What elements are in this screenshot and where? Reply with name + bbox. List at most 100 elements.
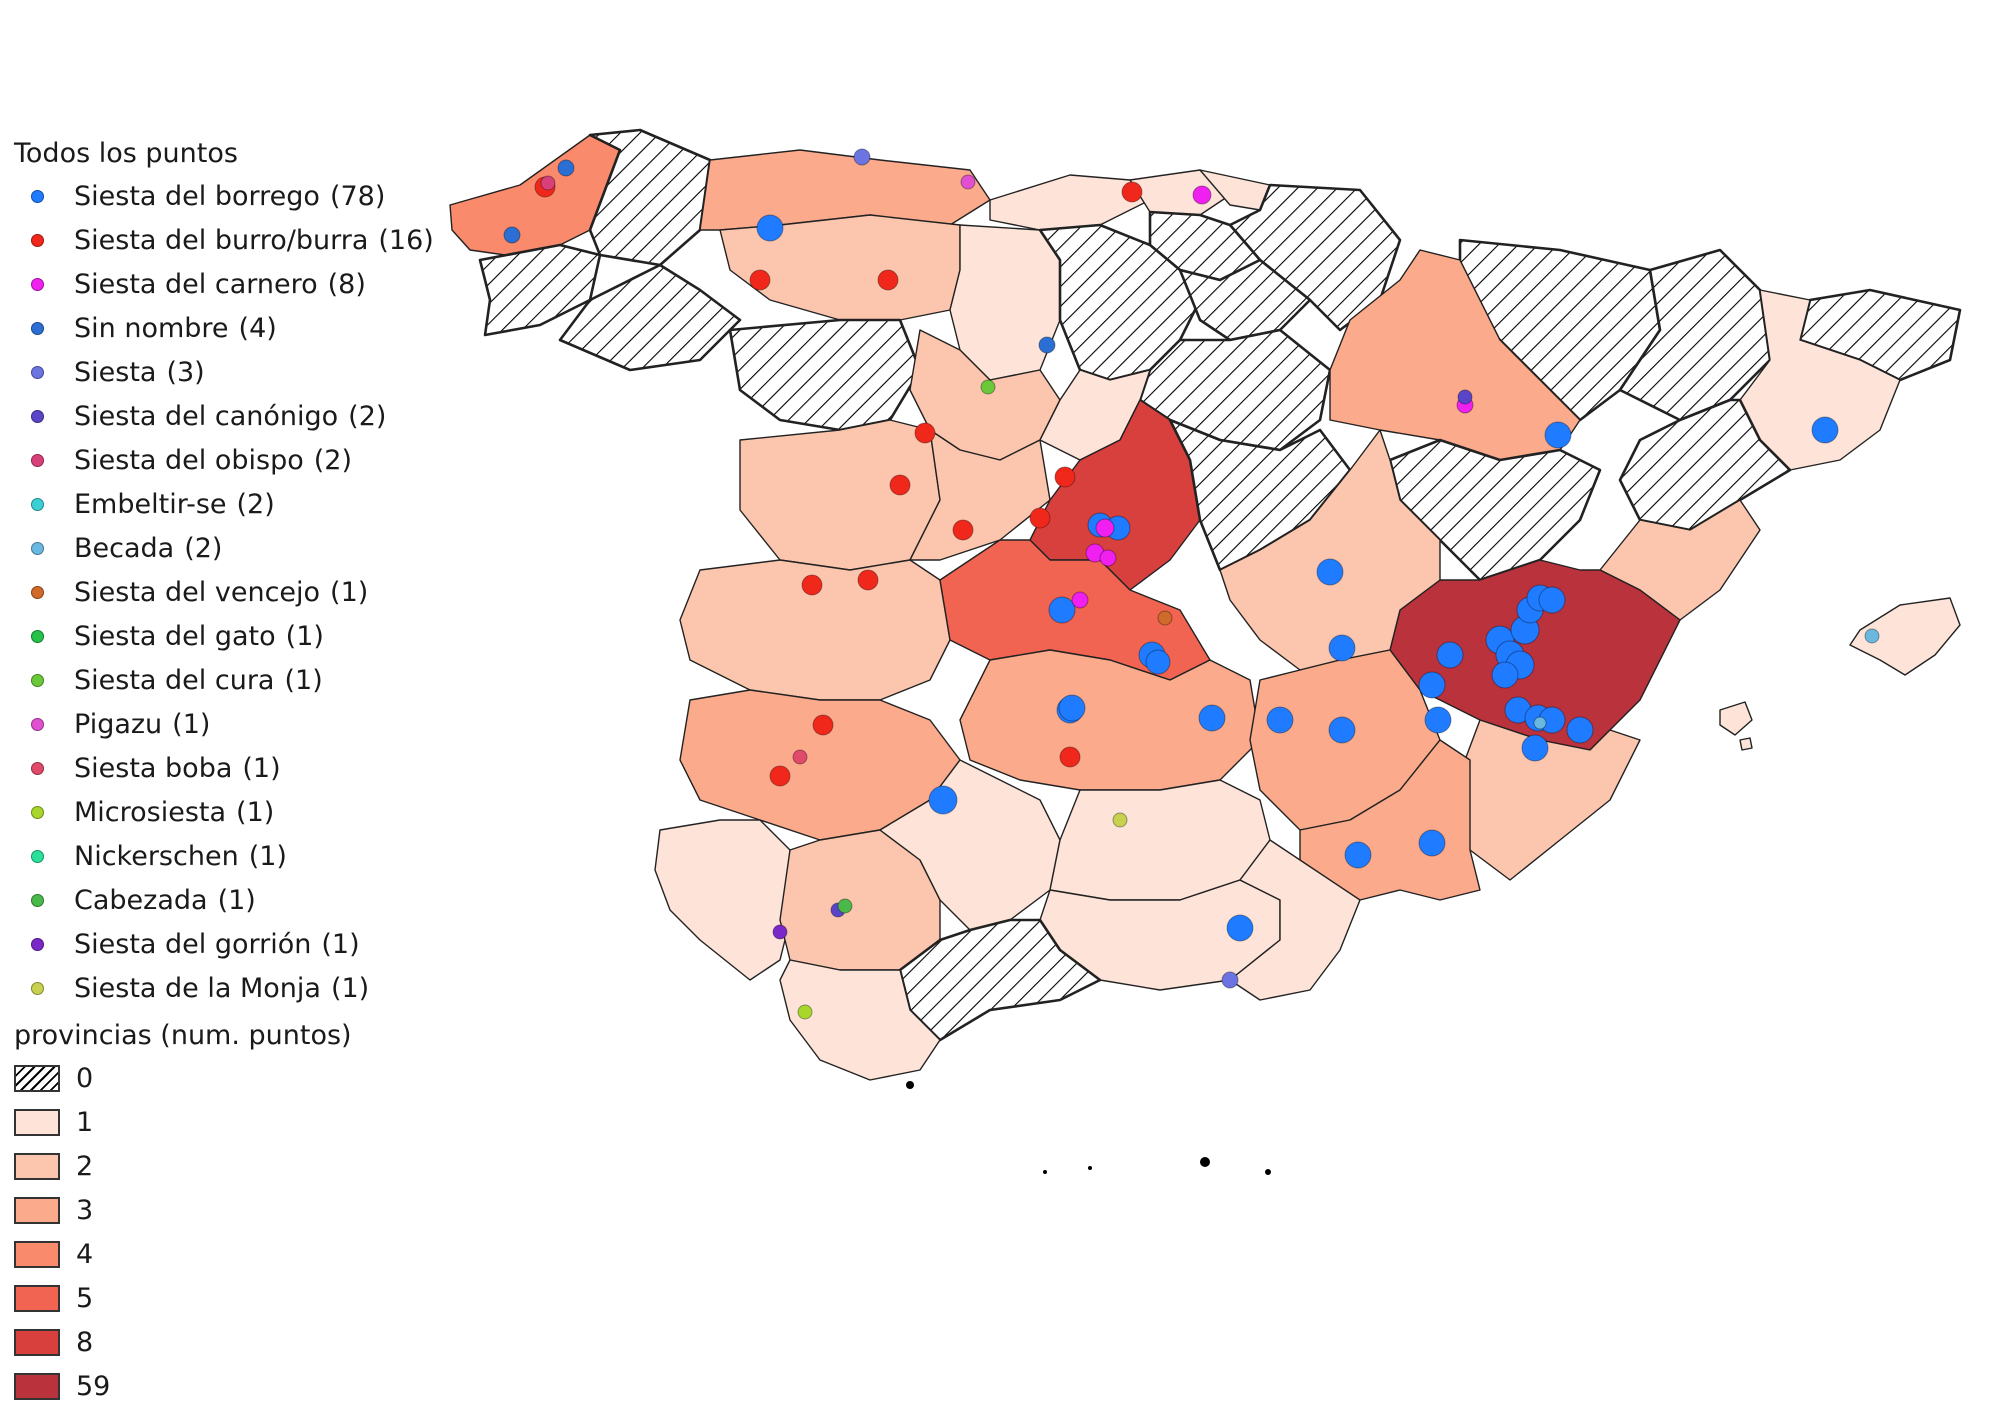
point-siesta-del-borrego bbox=[928, 785, 958, 815]
legend-item: Nickerschen (1) bbox=[14, 834, 454, 878]
legend-swatch-icon bbox=[14, 1108, 60, 1136]
legend-item: Siesta del carnero (8) bbox=[14, 262, 454, 306]
provinces-legend-title: provincias (num. puntos) bbox=[14, 1020, 352, 1051]
province-avila bbox=[909, 429, 1051, 561]
province-cadiz bbox=[779, 959, 941, 1081]
point-siesta-del-burro bbox=[769, 765, 791, 787]
point-siesta-del-borrego bbox=[1266, 706, 1294, 734]
point-siesta-del-gorrion bbox=[772, 924, 788, 940]
legend-item-count: (1) bbox=[217, 884, 256, 916]
points-legend-title: Todos los puntos bbox=[14, 138, 238, 169]
point-siesta-del-borrego bbox=[1424, 706, 1452, 734]
point-pigazu bbox=[960, 174, 976, 190]
point-siesta-del-burro bbox=[877, 269, 899, 291]
island-formentera bbox=[1739, 737, 1753, 751]
legend-swatch-icon bbox=[14, 1372, 60, 1400]
legend-item-count: (1) bbox=[321, 928, 360, 960]
point-sin-nombre bbox=[557, 159, 575, 177]
point-siesta-del-carnero bbox=[1099, 549, 1117, 567]
point-siesta-del-borrego bbox=[1811, 416, 1839, 444]
legend-class: 1 bbox=[14, 1100, 454, 1144]
legend-swatch-icon bbox=[14, 1064, 60, 1092]
point-siesta-del-burro bbox=[1059, 746, 1081, 768]
point-siesta-del-borrego bbox=[1566, 716, 1594, 744]
provinces-legend: 0 1 2 3 4 5 8 59 bbox=[14, 1056, 454, 1408]
legend-item: Microsiesta (1) bbox=[14, 790, 454, 834]
legend-item-label: Siesta de la Monja bbox=[74, 972, 321, 1004]
legend-dot-icon bbox=[31, 277, 44, 291]
point-siesta-del-borrego bbox=[1058, 694, 1086, 722]
legend-dot-icon bbox=[31, 409, 44, 423]
legend-dot-icon bbox=[31, 541, 44, 555]
legend-item-count: (8) bbox=[327, 268, 366, 300]
legend-class-label: 8 bbox=[76, 1326, 94, 1358]
legend-item: Siesta del gato (1) bbox=[14, 614, 454, 658]
legend-item-count: (3) bbox=[166, 356, 205, 388]
point-siesta-del-borrego bbox=[1436, 641, 1464, 669]
legend-dot-icon bbox=[31, 453, 44, 467]
legend-item-count: (2) bbox=[236, 488, 275, 520]
legend-item: Siesta del burro/burra (16) bbox=[14, 218, 454, 262]
point-siesta-del-burro bbox=[749, 269, 771, 291]
province-la-rioja bbox=[1178, 258, 1312, 342]
legend-item-label: Cabezada bbox=[74, 884, 208, 916]
province-zamora bbox=[728, 318, 922, 432]
province-zaragoza bbox=[1329, 249, 1581, 461]
point-siesta-del-burro bbox=[1054, 466, 1076, 488]
legend-dot-icon bbox=[31, 365, 44, 379]
legend-class: 8 bbox=[14, 1320, 454, 1364]
legend-item: Siesta de la Monja (1) bbox=[14, 966, 454, 1010]
legend-class-label: 59 bbox=[76, 1370, 111, 1402]
province-caceres bbox=[679, 559, 951, 701]
province-baleares bbox=[1849, 597, 1961, 676]
legend-class-label: 0 bbox=[76, 1062, 94, 1094]
province-cuenca bbox=[1219, 429, 1441, 671]
point-becada bbox=[1864, 628, 1880, 644]
legend-dot-icon bbox=[31, 673, 44, 687]
legend-item-count: (1) bbox=[242, 752, 281, 784]
legend-item-label: Pigazu bbox=[74, 708, 163, 740]
province-pontevedra bbox=[478, 243, 602, 337]
point-siesta-del-burro bbox=[801, 574, 823, 596]
legend-item: Siesta del canónigo (2) bbox=[14, 394, 454, 438]
points-legend: Siesta del borrego (78) Siesta del burro/b… bbox=[14, 174, 454, 1010]
legend-class-label: 2 bbox=[76, 1150, 94, 1182]
point-cabezada bbox=[837, 898, 853, 914]
point-siesta-del-burro bbox=[889, 474, 911, 496]
legend-item-count: (1) bbox=[236, 796, 275, 828]
province-ciudad-real bbox=[959, 649, 1261, 791]
point-microsiesta bbox=[797, 1004, 813, 1020]
legend-item-label: Siesta boba bbox=[74, 752, 233, 784]
legend-class: 2 bbox=[14, 1144, 454, 1188]
legend-item-label: Siesta del vencejo bbox=[74, 576, 321, 608]
legend-item-count: (1) bbox=[248, 840, 287, 872]
legend-item-label: Siesta del obispo bbox=[74, 444, 304, 476]
legend-swatch-icon bbox=[14, 1196, 60, 1224]
point-siesta-del-burro bbox=[1121, 181, 1143, 203]
point-siesta-del-burro bbox=[812, 714, 834, 736]
province-barcelona bbox=[1739, 289, 1901, 471]
legend-item-count: (1) bbox=[330, 972, 370, 1004]
point-siesta-del-borrego bbox=[1145, 649, 1171, 675]
legend-item-label: Siesta del cura bbox=[74, 664, 275, 696]
legend-class-label: 1 bbox=[76, 1106, 94, 1138]
legend-item-label: Siesta del borrego bbox=[74, 180, 320, 212]
legend-item: Siesta del borrego (78) bbox=[14, 174, 454, 218]
legend-swatch-icon bbox=[14, 1240, 60, 1268]
legend-dot-icon bbox=[31, 629, 44, 643]
legend-class-label: 4 bbox=[76, 1238, 94, 1270]
legend-item-label: Siesta del gorrión bbox=[74, 928, 312, 960]
province-bizkaia bbox=[1129, 169, 1231, 216]
point-siesta-de-la-monja bbox=[1112, 812, 1128, 828]
point-siesta-del-cura bbox=[980, 379, 996, 395]
point-siesta-del-carnero bbox=[1192, 185, 1212, 205]
legend-dot-icon bbox=[31, 893, 44, 907]
point-siesta-del-borrego bbox=[1544, 421, 1572, 449]
legend-dot-icon bbox=[31, 189, 44, 203]
point-siesta bbox=[853, 148, 871, 166]
point-siesta-del-borrego bbox=[1418, 671, 1446, 699]
province-leon bbox=[719, 214, 961, 321]
legend-dot-icon bbox=[31, 937, 44, 951]
legend-dot-icon bbox=[31, 585, 44, 599]
legend-item: Becada (2) bbox=[14, 526, 454, 570]
